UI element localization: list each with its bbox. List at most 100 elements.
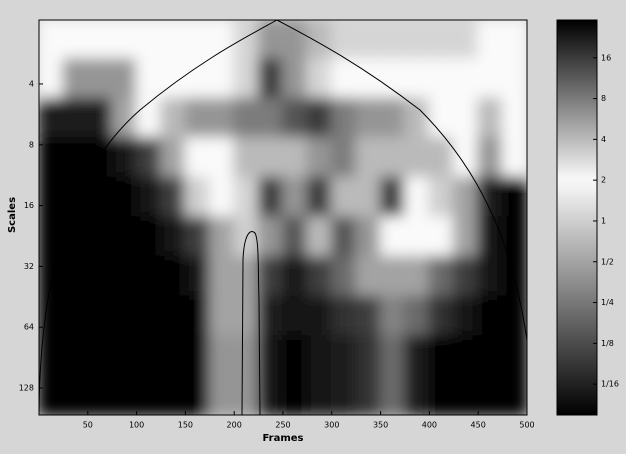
- heatmap-cell: [62, 98, 88, 139]
- heatmap-cell: [258, 98, 284, 139]
- heatmap-cell: [306, 296, 332, 338]
- heatmap-cell: [111, 335, 137, 376]
- heatmap-cell: [209, 58, 235, 99]
- heatmap-cell: [331, 256, 357, 298]
- heatmap-cell: [62, 177, 88, 219]
- heatmap-cell: [502, 177, 528, 219]
- heatmap-cell: [111, 216, 137, 258]
- heatmap-cell: [428, 375, 454, 416]
- heatmap-cell: [502, 58, 528, 99]
- heatmap-cell: [38, 296, 64, 338]
- heatmap-cell: [502, 335, 528, 376]
- heatmap-cell: [477, 296, 503, 338]
- colorbar-tick-label: 1/8: [601, 339, 614, 348]
- heatmap-cell: [136, 375, 162, 416]
- heatmap-cell: [331, 177, 357, 219]
- heatmap-cell: [258, 177, 284, 219]
- heatmap-cell: [136, 137, 162, 179]
- heatmap-cell: [87, 216, 113, 258]
- x-tick-label: 150: [178, 421, 193, 430]
- heatmap-cell: [428, 19, 454, 60]
- heatmap-cell: [160, 137, 186, 179]
- heatmap-cell: [87, 19, 113, 60]
- heatmap-cell: [282, 216, 308, 258]
- heatmap-cell: [38, 375, 64, 416]
- heatmap-cell: [282, 256, 308, 298]
- heatmap-cell: [233, 19, 259, 60]
- heatmap-cell: [306, 19, 332, 60]
- heatmap-cell: [62, 296, 88, 338]
- heatmap-cell: [404, 216, 430, 258]
- heatmap-cell: [306, 177, 332, 219]
- heatmap-cell: [404, 58, 430, 99]
- heatmap-cell: [38, 98, 64, 139]
- heatmap-cell: [453, 256, 479, 298]
- heatmap-cell: [209, 216, 235, 258]
- y-tick-label: 4: [29, 79, 34, 88]
- colorbar-tick-label: 1/2: [601, 257, 614, 266]
- colorbar-tick-label: 4: [601, 135, 606, 144]
- heatmap-cell: [209, 177, 235, 219]
- heatmap-cell: [331, 335, 357, 376]
- heatmap-cell: [258, 19, 284, 60]
- heatmap-cell: [428, 137, 454, 179]
- heatmap-cell: [184, 137, 210, 179]
- heatmap-cell: [502, 98, 528, 139]
- heatmap-cell: [184, 177, 210, 219]
- heatmap-cell: [209, 375, 235, 416]
- heatmap-cell: [477, 137, 503, 179]
- heatmap-cell: [428, 177, 454, 219]
- heatmap-cell: [233, 177, 259, 219]
- heatmap-cell: [306, 58, 332, 99]
- heatmap-cell: [355, 296, 381, 338]
- heatmap-cell: [258, 137, 284, 179]
- heatmap-cell: [453, 375, 479, 416]
- heatmap-cell: [62, 137, 88, 179]
- heatmap-cell: [87, 256, 113, 298]
- heatmap-cell: [331, 216, 357, 258]
- heatmap-cell: [477, 98, 503, 139]
- heatmap-cell: [111, 58, 137, 99]
- heatmap-cell: [111, 256, 137, 298]
- heatmap-cell: [453, 177, 479, 219]
- heatmap-cell: [87, 177, 113, 219]
- heatmap-cell: [331, 98, 357, 139]
- heatmap-cell: [404, 296, 430, 338]
- heatmap-cell: [209, 98, 235, 139]
- heatmap-cell: [331, 58, 357, 99]
- heatmap-cell: [62, 256, 88, 298]
- heatmap-cell: [502, 19, 528, 60]
- heatmap-cell: [209, 256, 235, 298]
- heatmap-cell: [62, 58, 88, 99]
- heatmap-cell: [477, 375, 503, 416]
- x-tick-label: 300: [324, 421, 339, 430]
- heatmap-cell: [111, 98, 137, 139]
- heatmap-cell: [160, 98, 186, 139]
- heatmap-cell: [453, 296, 479, 338]
- heatmap-cell: [184, 58, 210, 99]
- colorbar: [557, 20, 597, 415]
- heatmap-cell: [282, 296, 308, 338]
- heatmap-cell: [380, 177, 406, 219]
- heatmap-cell: [111, 137, 137, 179]
- heatmap-cell: [404, 19, 430, 60]
- heatmap-cell: [380, 256, 406, 298]
- colorbar-tick-label: 16: [601, 53, 611, 62]
- heatmap: [38, 19, 528, 416]
- heatmap-cell: [380, 375, 406, 416]
- heatmap-cell: [233, 58, 259, 99]
- heatmap-cell: [355, 375, 381, 416]
- heatmap-cell: [62, 335, 88, 376]
- y-axis-label: Scales: [7, 197, 18, 233]
- heatmap-cell: [355, 177, 381, 219]
- heatmap-cell: [184, 296, 210, 338]
- heatmap-cell: [502, 296, 528, 338]
- heatmap-cell: [306, 98, 332, 139]
- heatmap-cell: [136, 19, 162, 60]
- heatmap-cell: [404, 375, 430, 416]
- heatmap-cell: [477, 216, 503, 258]
- y-tick-label: 8: [29, 140, 34, 149]
- heatmap-cell: [38, 177, 64, 219]
- heatmap-cell: [453, 98, 479, 139]
- heatmap-cell: [282, 137, 308, 179]
